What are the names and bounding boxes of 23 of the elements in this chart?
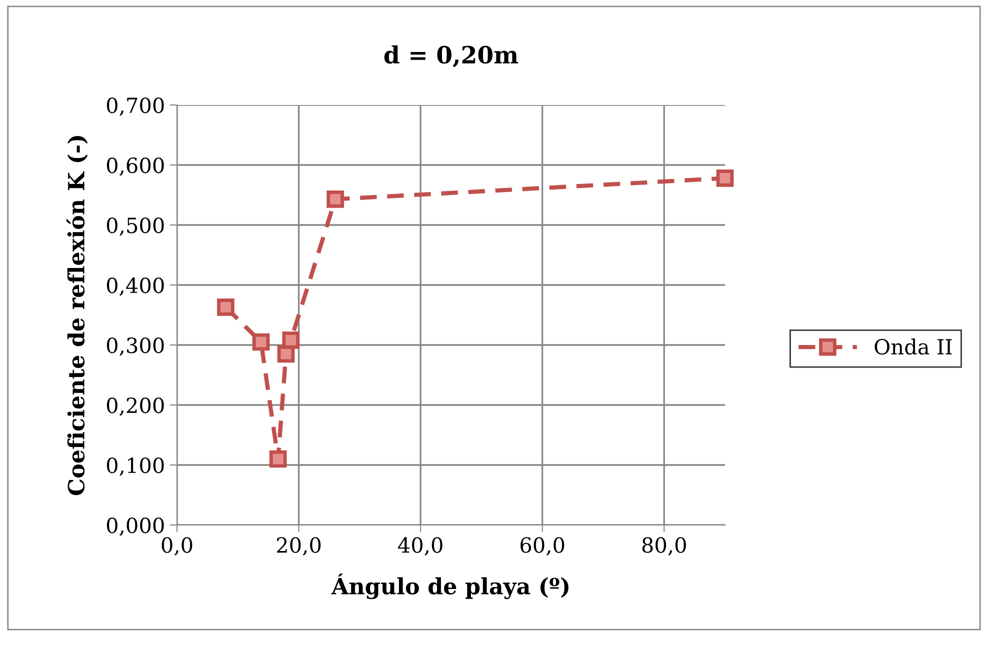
x-tick-label: 60,0 (520, 537, 564, 556)
y-tick-label: 0,200 (106, 397, 164, 416)
point (217, 298, 234, 316)
x-tick-label: 80,0 (642, 537, 686, 556)
point (252, 333, 270, 351)
chart-title: d = 0,20m (384, 45, 518, 68)
x-axis-title: Ángulo de playa (º) (331, 574, 568, 600)
point (269, 450, 287, 468)
point (326, 190, 344, 208)
x-tick-label: 20,0 (276, 537, 321, 556)
y-tick-label: 0,600 (106, 157, 164, 176)
point (282, 332, 300, 349)
y-tick-label: 0,700 (106, 97, 164, 116)
y-axis-title: Coeficiente de reflexión K (-) (66, 136, 88, 496)
x-tick-label: 40,0 (398, 537, 442, 556)
legend-label: Onda II (874, 338, 952, 355)
point (716, 170, 734, 187)
y-tick-label: 0,100 (106, 457, 164, 476)
y-tick-label: 0,000 (106, 517, 164, 536)
x-tick-label: 0,0 (162, 537, 192, 556)
y-tick-label: 0,500 (106, 217, 164, 236)
y-tick-label: 0,300 (106, 337, 164, 356)
y-tick-label: 0,400 (106, 277, 164, 296)
